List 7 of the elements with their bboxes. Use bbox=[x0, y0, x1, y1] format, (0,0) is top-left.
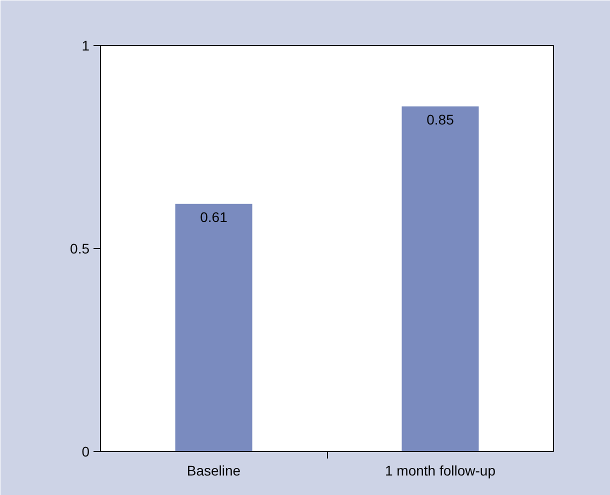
data-label: 0.85 bbox=[426, 111, 454, 128]
x-tick-label: 1 month follow-up bbox=[385, 462, 496, 478]
x-tick-label: Baseline bbox=[186, 462, 241, 478]
data-label: 0.61 bbox=[200, 208, 228, 225]
y-tick-label: 0.5 bbox=[70, 240, 90, 256]
y-tick-label: 1 bbox=[82, 38, 90, 54]
y-tick-label: 0 bbox=[82, 444, 90, 460]
